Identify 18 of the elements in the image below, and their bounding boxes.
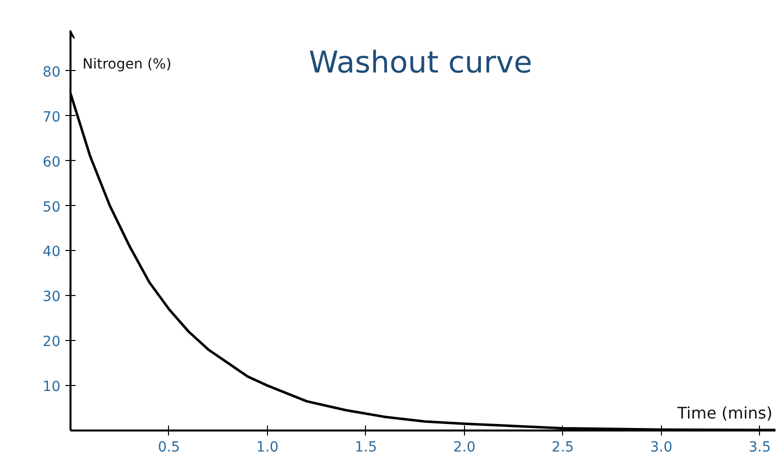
- x-tick-label: 2.0: [453, 440, 476, 456]
- x-tick-label: 1.0: [256, 440, 279, 456]
- y-tick-label: 30: [42, 289, 61, 306]
- x-tick-label: 2.5: [552, 440, 574, 456]
- x-tick-label: 1.5: [354, 440, 378, 456]
- y-axis-title: Nitrogen (%): [82, 56, 172, 72]
- y-tick-label: 60: [42, 154, 61, 170]
- y-tick-label: 50: [42, 199, 61, 216]
- x-tick-label: 3.0: [650, 440, 672, 456]
- y-tick-label: 10: [42, 379, 61, 396]
- y-tick-label: 70: [42, 109, 61, 126]
- y-tick-label: 80: [42, 64, 61, 80]
- x-tick-label: 0.5: [158, 440, 180, 456]
- y-tick-label: 40: [42, 244, 61, 260]
- text: Washout curve: [308, 46, 532, 80]
- x-tick-label: 3.5: [748, 440, 771, 456]
- x-axis-title: Time (mins): [676, 404, 772, 422]
- y-tick-label: 20: [42, 334, 61, 350]
